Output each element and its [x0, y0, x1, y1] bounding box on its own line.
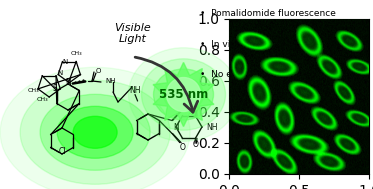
Text: N: N: [63, 59, 68, 64]
Text: O: O: [192, 140, 198, 149]
Text: •  No external tag: • No external tag: [200, 70, 281, 79]
Text: NH: NH: [129, 86, 141, 95]
Text: Visible
Light: Visible Light: [114, 23, 151, 44]
Ellipse shape: [40, 94, 150, 170]
Text: N: N: [65, 77, 71, 87]
Text: 535 nm: 535 nm: [159, 88, 208, 101]
Text: O: O: [179, 143, 185, 152]
Text: O: O: [179, 102, 185, 111]
Text: CH₃: CH₃: [28, 88, 39, 94]
Polygon shape: [153, 63, 214, 126]
Text: CH₃: CH₃: [37, 97, 48, 102]
Text: O: O: [96, 68, 101, 74]
Ellipse shape: [57, 106, 133, 158]
Ellipse shape: [0, 67, 190, 189]
Polygon shape: [153, 63, 214, 126]
FancyArrowPatch shape: [135, 57, 198, 112]
Text: NH: NH: [206, 122, 217, 132]
Text: •  In vitro imaging: • In vitro imaging: [200, 40, 282, 49]
Text: CH₃: CH₃: [70, 51, 82, 56]
Ellipse shape: [129, 48, 238, 141]
Ellipse shape: [163, 77, 204, 112]
Ellipse shape: [20, 80, 170, 184]
Text: N: N: [57, 70, 63, 76]
Text: N: N: [173, 122, 179, 132]
Text: NH: NH: [105, 78, 116, 84]
Text: •  Pomalidomide fluorescence: • Pomalidomide fluorescence: [200, 9, 335, 19]
Ellipse shape: [73, 116, 117, 148]
Ellipse shape: [154, 69, 213, 120]
Circle shape: [166, 77, 201, 112]
Ellipse shape: [141, 59, 226, 130]
Text: S: S: [53, 84, 58, 93]
Text: Cl: Cl: [59, 147, 66, 156]
Text: O: O: [192, 105, 198, 114]
